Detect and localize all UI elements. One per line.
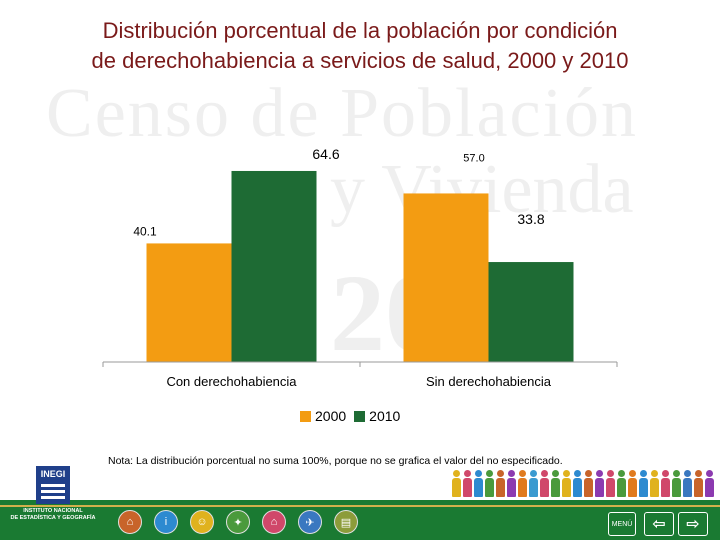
house-icon[interactable]: ⌂: [262, 510, 286, 534]
legend-label-2010: 2010: [369, 408, 401, 424]
person-figure-icon: [617, 470, 626, 498]
section-nav: ⌂ i ☺ ✦ ⌂ ✈ ▤: [118, 510, 370, 534]
person-figure-icon: [584, 470, 593, 498]
chart-title-line1: Distribución porcentual de la población …: [102, 18, 618, 43]
data-label-2000-1: 57.0: [463, 152, 484, 164]
inegi-logo[interactable]: INEGI INSTITUTO NACIONAL DE ESTADÍSTICA …: [10, 466, 96, 536]
person-figure-icon: [705, 470, 714, 498]
chart-legend: 2000 2010: [300, 408, 408, 424]
person-figure-icon: [661, 470, 670, 498]
person-figure-icon: [606, 470, 615, 498]
person-figure-icon: [496, 470, 505, 498]
legend-swatch-2000: [300, 410, 311, 422]
inegi-logo-text: INEGI: [40, 469, 66, 479]
map-icon[interactable]: ✈: [298, 510, 322, 534]
back-arrow-icon[interactable]: ⇦: [644, 512, 674, 536]
person-figure-icon: [551, 470, 560, 498]
data-label-2010-1: 33.8: [517, 211, 544, 227]
institute-name-line1: INSTITUTO NACIONAL: [23, 508, 83, 514]
bar-2000-1: [403, 193, 489, 362]
bar-2010-0: [231, 170, 317, 362]
legend-item-2010: 2010: [354, 408, 400, 424]
person-figure-icon: [694, 470, 703, 498]
institute-name: INSTITUTO NACIONAL DE ESTADÍSTICA Y GEOG…: [10, 508, 96, 522]
chart-title: Distribución porcentual de la población …: [0, 16, 720, 76]
bar-2000-0: [146, 243, 232, 362]
data-label-2010-0: 64.6: [312, 146, 339, 162]
category-label-0: Con derechohabiencia: [166, 374, 297, 389]
chart-title-line2: de derechohabiencia a servicios de salud…: [91, 48, 629, 73]
housing-icon[interactable]: ✦: [226, 510, 250, 534]
footer-divider: [0, 505, 720, 507]
inegi-logo-mark: INEGI: [36, 466, 70, 504]
person-figure-icon: [683, 470, 692, 498]
menu-button[interactable]: MENÚ: [608, 512, 636, 536]
institute-name-line2: DE ESTADÍSTICA Y GEOGRAFÍA: [10, 515, 96, 521]
person-figure-icon: [672, 470, 681, 498]
person-figure-icon: [628, 470, 637, 498]
person-figure-icon: [595, 470, 604, 498]
person-figure-icon: [529, 470, 538, 498]
person-figure-icon: [474, 470, 483, 498]
person-figure-icon: [650, 470, 659, 498]
person-figure-icon: [518, 470, 527, 498]
legend-item-2000: 2000: [300, 408, 346, 424]
person-figure-icon: [452, 470, 461, 498]
category-label-1: Sin derechohabiencia: [426, 374, 552, 389]
person-figure-icon: [507, 470, 516, 498]
bar-2010-1: [488, 262, 574, 362]
legend-swatch-2010: [354, 410, 366, 422]
person-figure-icon: [463, 470, 472, 498]
people-icon[interactable]: ☺: [190, 510, 214, 534]
legend-label-2000: 2000: [315, 408, 347, 424]
chart-note: Nota: La distribución porcentual no suma…: [108, 455, 563, 467]
forward-arrow-icon[interactable]: ⇨: [678, 512, 708, 536]
person-figure-icon: [573, 470, 582, 498]
watermark-census: Censo de Población: [46, 75, 639, 152]
person-figure-icon: [639, 470, 648, 498]
data-label-2000-0: 40.1: [133, 224, 157, 238]
person-figure-icon: [540, 470, 549, 498]
home-icon[interactable]: ⌂: [118, 510, 142, 534]
document-icon[interactable]: ▤: [334, 510, 358, 534]
people-strip-decoration: [452, 470, 716, 498]
person-figure-icon: [562, 470, 571, 498]
person-figure-icon: [485, 470, 494, 498]
info-icon[interactable]: i: [154, 510, 178, 534]
